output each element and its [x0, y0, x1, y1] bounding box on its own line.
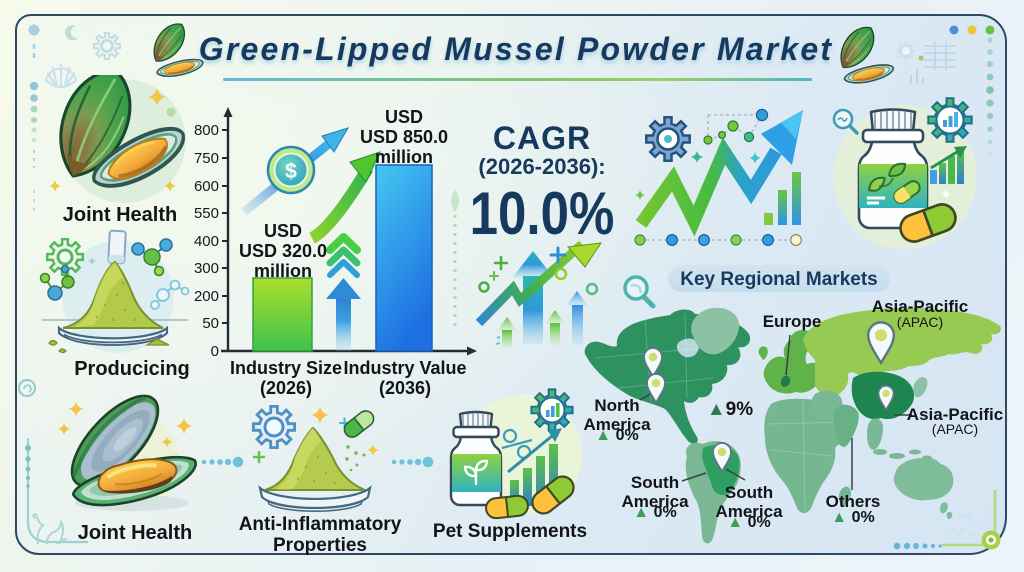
- svg-text:400: 400: [194, 233, 219, 250]
- svg-text:800: 800: [194, 122, 219, 139]
- svg-text:600: 600: [194, 178, 219, 195]
- svg-text:200: 200: [194, 288, 219, 305]
- svg-text:50: 50: [202, 315, 219, 332]
- svg-text:550: 550: [194, 205, 219, 222]
- svg-text:$: $: [285, 160, 297, 183]
- svg-text:300: 300: [194, 260, 219, 277]
- svg-text:0: 0: [211, 343, 219, 360]
- svg-text:750: 750: [194, 150, 219, 167]
